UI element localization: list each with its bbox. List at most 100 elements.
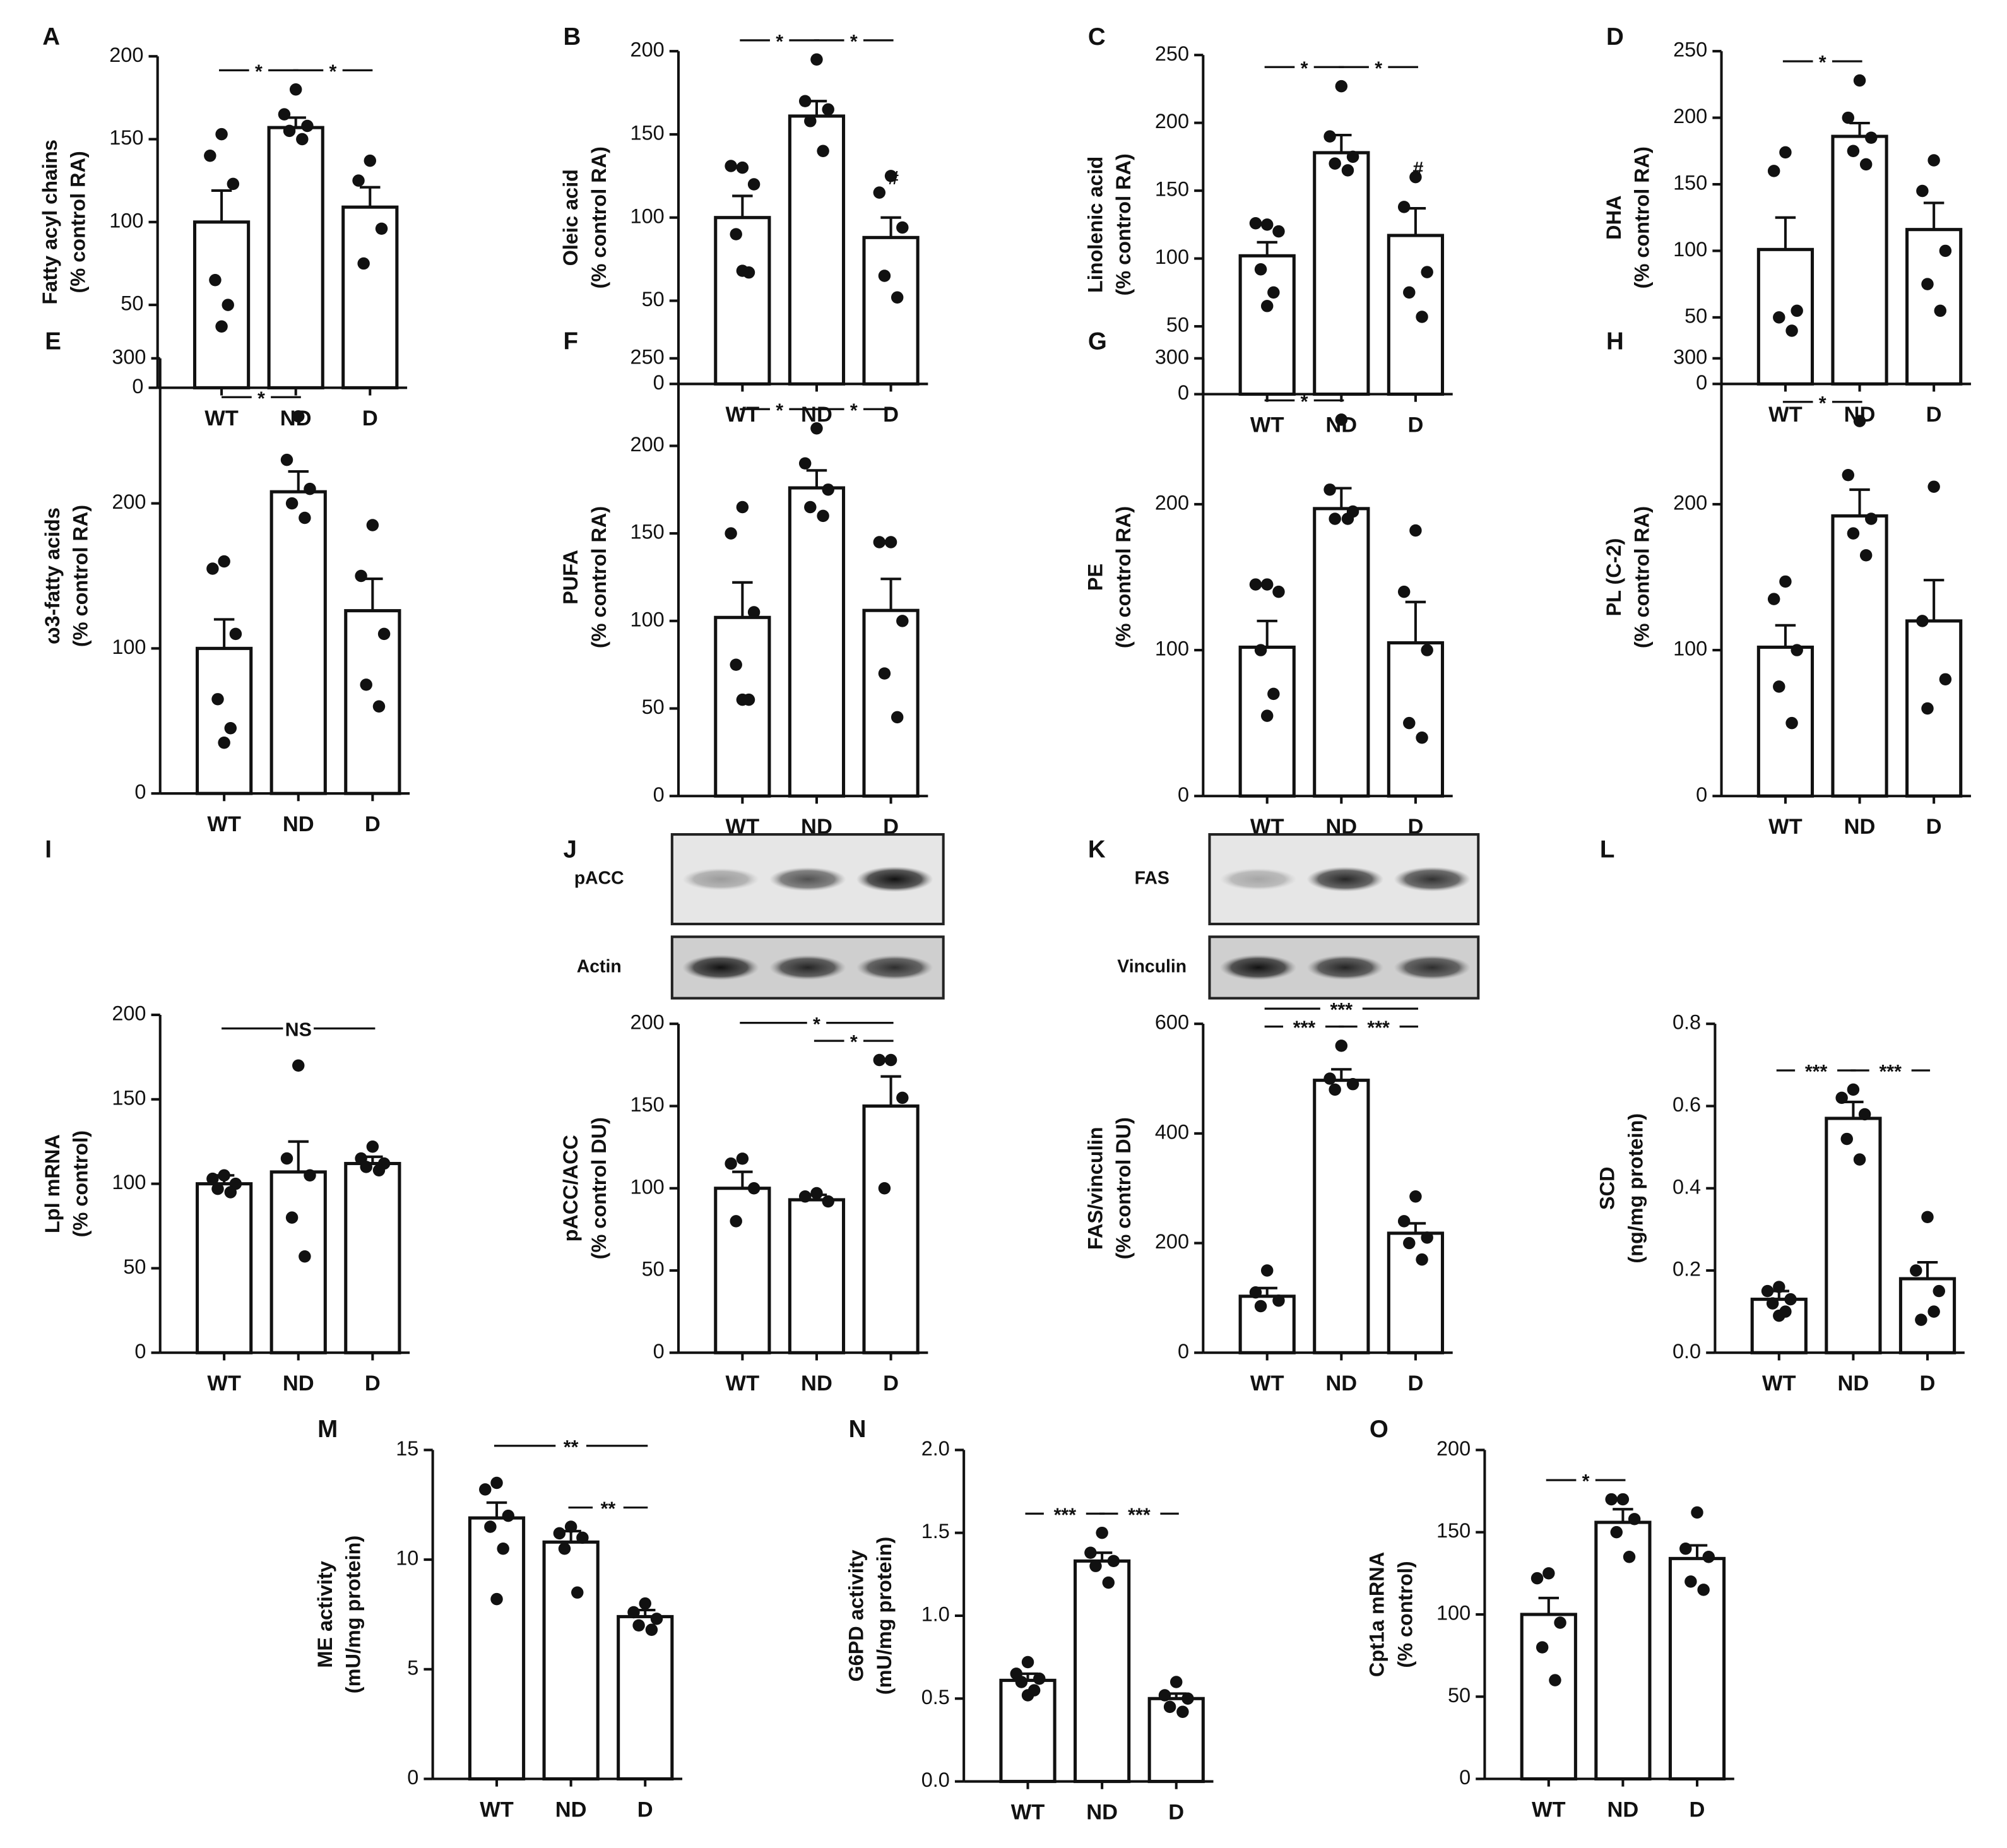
bar <box>1313 151 1370 396</box>
data-point <box>878 667 891 680</box>
data-point <box>1323 130 1336 143</box>
data-point <box>1767 165 1780 177</box>
x-tick-label: ND <box>1086 1800 1118 1824</box>
y-tick-label: 200 <box>631 1011 665 1034</box>
y-axis-label: (% control DU) <box>588 1117 610 1259</box>
bar <box>1668 1556 1726 1781</box>
data-point <box>1260 1264 1274 1277</box>
data-point <box>292 1059 305 1072</box>
data-point <box>1021 1689 1034 1702</box>
data-point <box>1260 300 1274 312</box>
data-point <box>1323 1072 1336 1085</box>
data-point <box>1341 512 1354 525</box>
significance-gap <box>1357 1022 1400 1031</box>
y-axis-label: (% control RA) <box>67 151 90 293</box>
blot-band <box>769 867 846 892</box>
x-tick-label: D <box>1690 1798 1705 1821</box>
y-tick-label: 10 <box>396 1547 418 1570</box>
significance-gap <box>1368 63 1388 71</box>
panel-letter: B <box>563 23 581 50</box>
data-point <box>1773 311 1785 324</box>
y-tick-label: 0.6 <box>1672 1093 1701 1116</box>
y-tick-label: 150 <box>631 1093 665 1116</box>
y-axis-label: (% control) <box>69 1130 92 1237</box>
data-point <box>1416 1253 1428 1266</box>
data-point <box>1859 158 1873 171</box>
bar <box>542 1540 600 1781</box>
x-tick-label: WT <box>726 403 760 427</box>
y-tick-label: 200 <box>631 433 665 456</box>
panel: L SCD (ng/mg protein) 0.0 0.2 0.4 0.6 0.8 WT ND D *… <box>1596 836 1965 1395</box>
y-axis-label: (mU/mg protein) <box>342 1536 365 1693</box>
data-point <box>1858 1108 1871 1121</box>
data-point <box>360 678 372 691</box>
y-axis-label: FAS/vinculin <box>1084 1127 1107 1250</box>
data-point <box>1605 1493 1618 1506</box>
data-point <box>822 483 834 496</box>
data-point <box>639 1597 651 1610</box>
data-point <box>1791 304 1803 317</box>
data-point <box>884 1053 897 1067</box>
significance-label: ** <box>601 1498 616 1520</box>
significance-gap <box>1294 396 1314 405</box>
data-point <box>1335 1040 1348 1052</box>
y-axis-label: (% control RA) <box>588 146 610 288</box>
x-tick-label: ND <box>1325 1371 1357 1395</box>
data-point <box>377 627 391 641</box>
data-point <box>1927 480 1940 493</box>
panel-letter: M <box>317 1416 338 1443</box>
data-point <box>1927 1305 1940 1318</box>
data-point <box>730 658 742 671</box>
data-point <box>1015 1676 1028 1688</box>
y-tick-label: 150 <box>1436 1519 1471 1542</box>
data-point <box>299 511 311 524</box>
y-tick-label: 50 <box>642 1258 665 1281</box>
y-tick-label: 0 <box>1178 783 1189 806</box>
data-point <box>1761 1284 1774 1298</box>
data-point <box>1260 218 1274 231</box>
data-point <box>215 320 228 333</box>
blot-band <box>769 955 846 980</box>
data-point <box>1927 154 1940 167</box>
data-point <box>798 1190 812 1203</box>
data-point <box>1335 413 1348 426</box>
significance-gap <box>769 36 790 44</box>
data-point <box>1397 1215 1411 1228</box>
data-point <box>1785 324 1798 337</box>
data-point <box>1267 286 1280 299</box>
y-tick-label: 100 <box>1673 637 1707 660</box>
data-point <box>1847 145 1860 158</box>
x-tick-label: D <box>1407 413 1423 437</box>
y-tick-label: 200 <box>112 490 146 513</box>
bar <box>1238 254 1296 396</box>
data-point <box>1021 1656 1034 1669</box>
data-point <box>891 711 904 724</box>
panel: M ME activity (mU/mg protein) 0 5 10 15 WT ND D **… <box>314 1416 683 1821</box>
data-point <box>1033 1673 1046 1685</box>
data-point <box>817 145 829 158</box>
data-point <box>372 1164 386 1176</box>
data-point <box>1163 1700 1176 1714</box>
data-point <box>211 1182 224 1195</box>
data-point <box>304 1169 316 1182</box>
data-point <box>1260 709 1274 722</box>
significance-gap <box>844 405 863 413</box>
data-point <box>490 1476 503 1490</box>
y-axis-label: ME activity <box>314 1561 336 1667</box>
annotation: # <box>1413 158 1424 179</box>
data-point <box>484 1520 497 1533</box>
data-point <box>725 160 737 172</box>
data-point <box>1697 1584 1710 1596</box>
data-point <box>730 228 742 240</box>
y-tick-label: 300 <box>1155 345 1189 368</box>
data-point <box>736 500 749 514</box>
significance-label: ** <box>564 1436 579 1458</box>
data-point <box>285 1211 299 1224</box>
blot-label: FAS <box>1135 868 1169 889</box>
panel-letter: L <box>1600 836 1615 863</box>
data-point <box>1773 680 1785 693</box>
significance-gap <box>1118 1510 1161 1518</box>
y-tick-label: 0 <box>407 1766 418 1789</box>
